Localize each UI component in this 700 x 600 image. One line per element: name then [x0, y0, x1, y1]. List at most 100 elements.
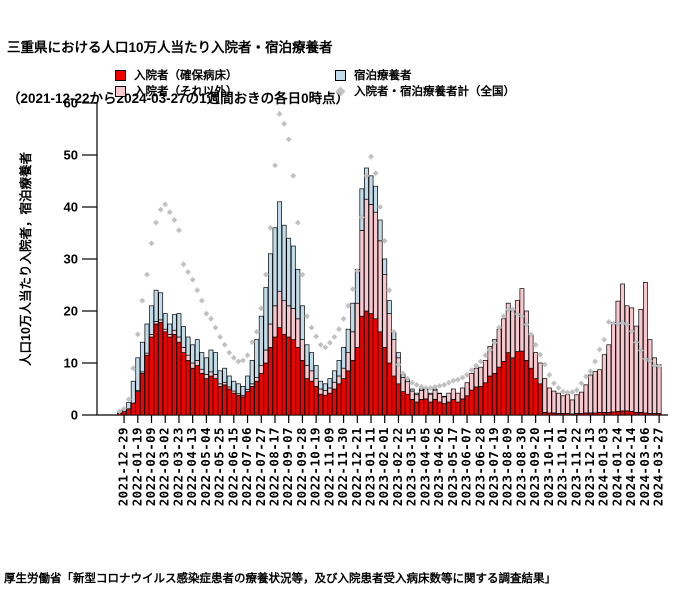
bar-segment-hospitalized-other	[597, 369, 603, 413]
bar-segment-hospitalized-other	[345, 352, 351, 372]
bar-segment-hospitalized-other	[249, 383, 255, 387]
bar-segment-hospitalized-other	[277, 290, 282, 328]
bar-segment-hospitalized-secured	[345, 370, 351, 416]
national-total-point	[564, 389, 571, 396]
bar-segment-hospitalized-secured	[638, 412, 644, 416]
bar-segment-hotel-care	[176, 313, 182, 338]
plot-area: 0 10 20 30 40 50 60 人口10万人当たり入院者，宿泊療養者 2021-12-2…	[18, 96, 668, 506]
x-axis-tick-label: 2022-09-07	[280, 427, 295, 506]
bar-segment-hospitalized-secured	[418, 399, 424, 416]
bar-segment-hospitalized-secured	[231, 392, 237, 416]
national-total-point	[345, 302, 352, 309]
national-total-point	[363, 172, 370, 179]
bar-segment-hospitalized-other	[652, 357, 657, 414]
bar-segment-hospitalized-other	[469, 373, 475, 391]
bar-segment-hospitalized-secured	[281, 334, 287, 416]
x-axis-tick-label: 2023-10-11	[541, 427, 556, 506]
bar-segment-hospitalized-secured	[217, 386, 223, 416]
bar-segment-hospitalized-secured	[610, 411, 616, 416]
bar-segment-hospitalized-other	[332, 381, 337, 390]
bar-segment-hospitalized-secured	[528, 367, 534, 416]
bar-segment-hospitalized-secured	[473, 386, 479, 416]
bar-segment-hospitalized-other	[610, 322, 616, 413]
bar-segment-hotel-care	[345, 328, 351, 353]
bar-segment-hospitalized-secured	[290, 339, 296, 416]
national-total-point	[148, 240, 155, 247]
bar-segment-hospitalized-secured	[181, 352, 186, 416]
bar-segment-hospitalized-other	[414, 394, 420, 403]
national-total-point	[523, 321, 530, 328]
bar-segment-hospitalized-other	[524, 310, 529, 361]
national-total-point	[144, 271, 150, 278]
bar-segment-hospitalized-secured	[208, 375, 214, 416]
bar-segment-hospitalized-secured	[354, 347, 360, 416]
national-total-point	[468, 367, 475, 374]
national-total-point	[203, 310, 210, 317]
y-axis-tick-label: 10	[64, 356, 78, 371]
national-total-point	[413, 381, 420, 388]
national-total-point	[381, 237, 388, 244]
bar-segment-hospitalized-secured	[327, 392, 333, 416]
x-axis-tick-label: 2023-12-13	[582, 427, 597, 506]
national-total-point	[290, 172, 297, 179]
national-total-point	[157, 206, 164, 213]
bar-segment-hospitalized-other	[624, 305, 630, 412]
bar-segment-hospitalized-secured	[464, 395, 470, 416]
bar-segment-hospitalized-other	[569, 399, 575, 415]
national-total-point	[541, 361, 548, 368]
bar-segment-hotel-care	[327, 378, 333, 389]
national-total-point	[189, 276, 196, 283]
bar-segment-hospitalized-secured	[144, 354, 150, 416]
x-axis-tick-label: 2022-09-28	[294, 427, 309, 506]
bar-segment-hospitalized-other	[574, 394, 580, 414]
bar-segment-hotel-care	[332, 370, 337, 383]
x-axis-tick-label: 2023-02-22	[390, 427, 405, 506]
legend-item-hotel-care: 宿泊療養者	[335, 67, 412, 83]
national-total-point	[240, 357, 246, 364]
bar-segment-hospitalized-other	[505, 302, 511, 353]
x-axis-tick-label: 2023-08-09	[500, 427, 515, 506]
national-total-point	[505, 306, 512, 313]
national-total-point	[166, 209, 173, 216]
national-total-point	[473, 362, 480, 369]
bar-segment-hospitalized-other	[487, 346, 493, 377]
legend-item-hospitalized-secured: 入院者（確保病床）	[115, 67, 238, 83]
bar-segment-hospitalized-other	[615, 300, 621, 412]
bar-segment-hospitalized-secured	[139, 373, 145, 416]
bar-segment-hospitalized-other	[514, 300, 520, 352]
national-total-point	[221, 341, 228, 348]
bar-segment-hospitalized-secured	[322, 394, 328, 416]
national-total-point	[162, 201, 169, 208]
bar-segment-hospitalized-other	[313, 378, 319, 387]
bar-segment-hospitalized-other	[185, 354, 191, 361]
national-total-point	[377, 204, 384, 210]
bar-segment-hospitalized-other	[272, 305, 278, 338]
national-total-point	[368, 153, 374, 160]
bar-segment-hospitalized-other	[354, 302, 360, 348]
bar-segment-hospitalized-secured	[620, 410, 625, 416]
legend-swatch-red-square-icon	[115, 69, 126, 81]
national-total-point	[409, 379, 416, 386]
bar-segment-hospitalized-secured	[268, 347, 273, 416]
bar-segment-hotel-care	[139, 341, 145, 373]
bar-segment-hospitalized-other	[546, 387, 552, 414]
bar-segment-hospitalized-other	[423, 389, 429, 400]
bar-segment-hospitalized-secured	[505, 352, 511, 416]
bar-segment-hotel-care	[194, 339, 200, 361]
national-total-point	[317, 341, 324, 348]
bar-segment-hospitalized-other	[327, 387, 333, 394]
bar-segment-hospitalized-other	[629, 307, 635, 412]
bar-segment-hospitalized-other	[450, 388, 456, 400]
x-axis-tick-label: 2024-02-14	[623, 427, 638, 506]
national-total-point	[272, 162, 278, 169]
bar-segment-hospitalized-other	[556, 392, 561, 414]
national-total-point	[464, 372, 470, 378]
x-axis-tick-label: 2024-03-06	[637, 427, 652, 506]
bar-segment-hospitalized-secured	[519, 350, 525, 416]
national-total-point	[528, 331, 534, 338]
national-total-point	[281, 120, 288, 127]
bar-segment-hospitalized-secured	[263, 362, 269, 416]
bar-segment-hospitalized-other	[473, 367, 479, 388]
bar-segment-hospitalized-secured	[277, 327, 282, 416]
legend-label: 入院者（確保病床）	[134, 70, 238, 82]
